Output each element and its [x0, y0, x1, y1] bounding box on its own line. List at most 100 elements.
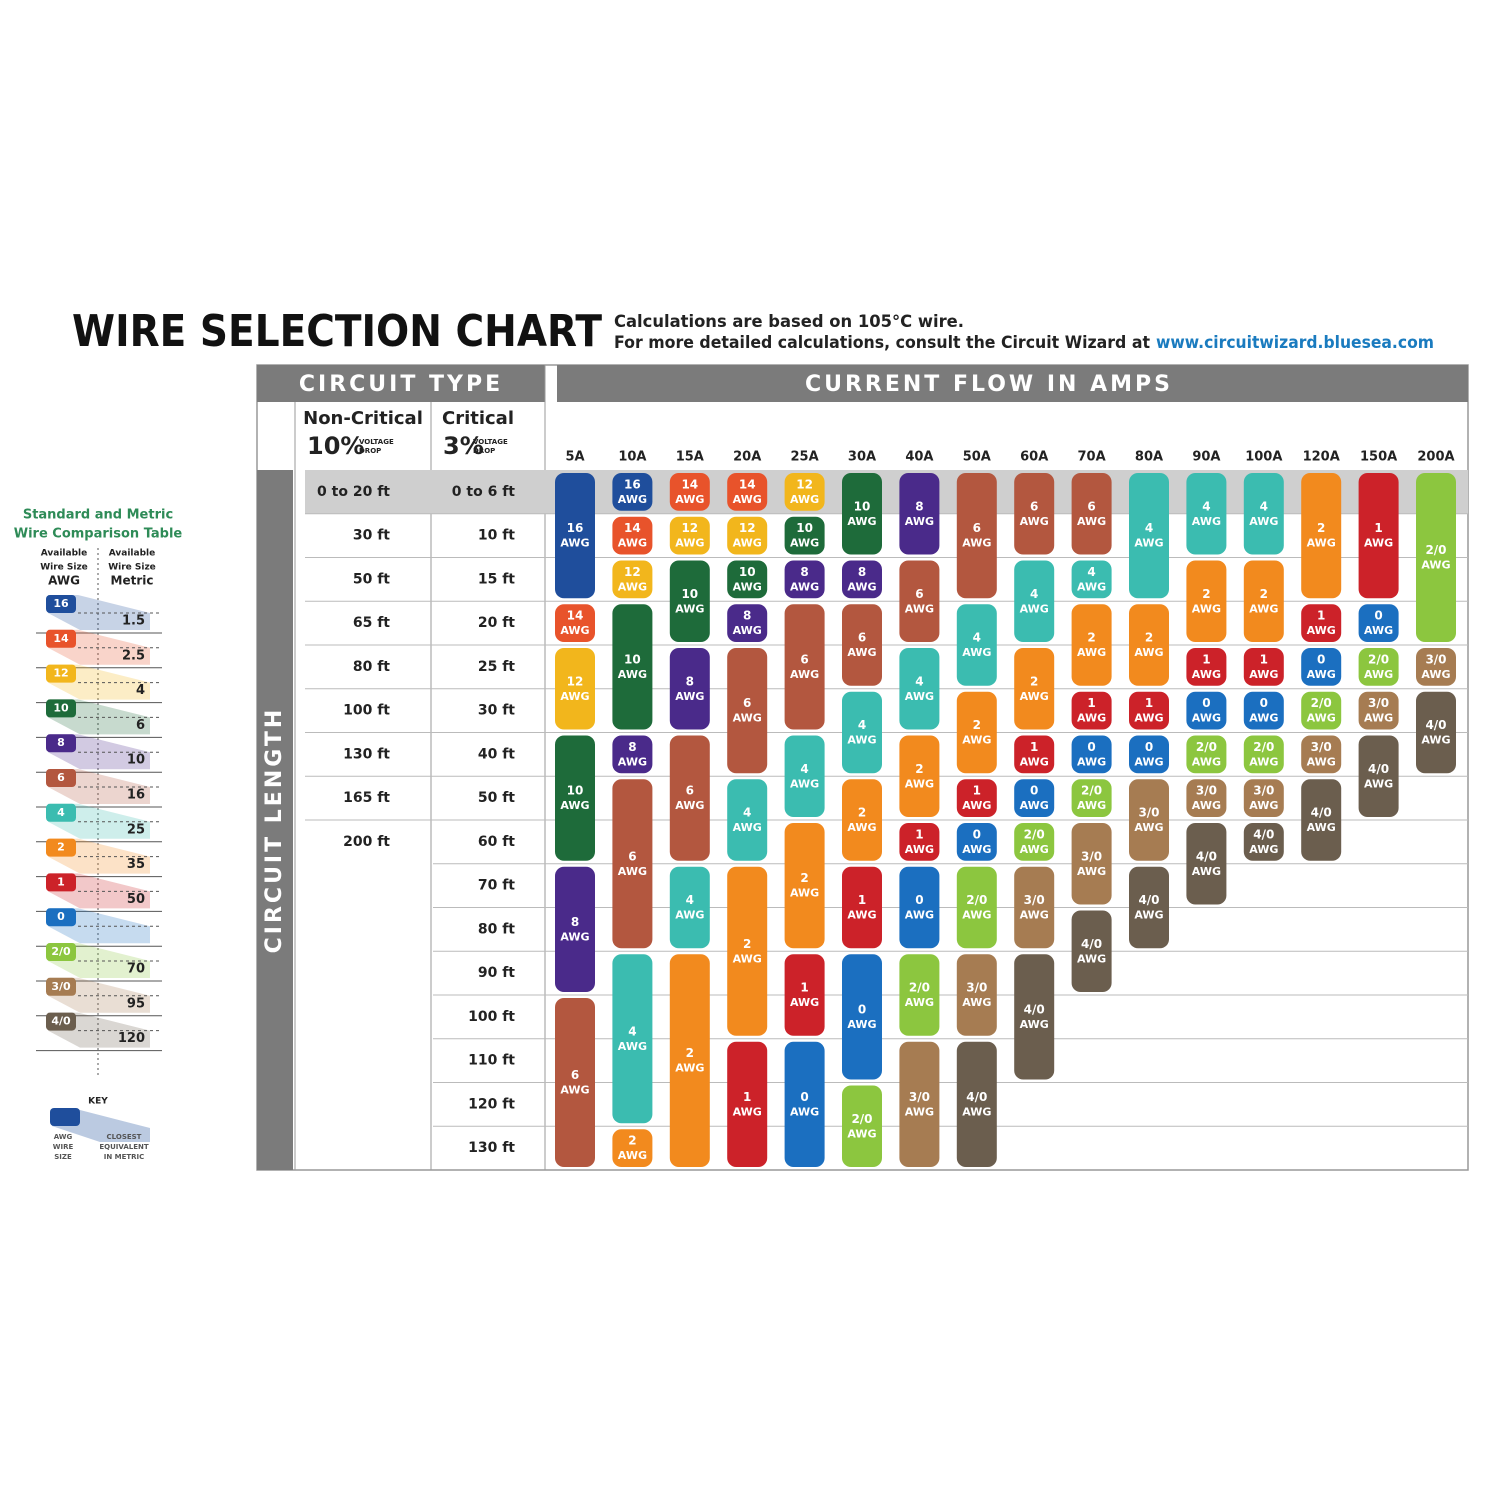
wire-unit: AWG: [1077, 580, 1106, 593]
wire-pill: [784, 516, 825, 555]
wire-segment: 2 AWG: [956, 691, 997, 774]
wire-size: 8: [743, 609, 751, 623]
wire-unit: AWG: [1020, 755, 1049, 768]
wire-pill: [784, 954, 825, 1036]
wire-unit: AWG: [962, 537, 991, 550]
wire-unit: AWG: [1134, 909, 1163, 922]
wire-pill: [1071, 560, 1112, 599]
wire-pill: [899, 560, 940, 642]
comparison-title: Wire Comparison Table: [14, 527, 183, 542]
wire-pill: [1014, 560, 1055, 642]
wire-size: 1: [915, 827, 923, 841]
wire-pill: [1129, 473, 1169, 599]
wire-pill: [1243, 473, 1284, 555]
wire-segment: 4 AWG: [669, 866, 710, 949]
wire-unit: AWG: [1020, 690, 1049, 703]
wire-segment: 12 AWG: [555, 648, 595, 730]
metric-label: 120: [118, 1031, 145, 1046]
drop-note: VOLTAGE: [359, 438, 394, 446]
wire-size: 10: [567, 784, 584, 798]
wire-unit: AWG: [1307, 821, 1336, 834]
wire-unit: AWG: [560, 930, 589, 943]
wire-pill: [1071, 691, 1112, 730]
amps-label: 90A: [1192, 450, 1220, 465]
wire-size: 4/0: [1253, 827, 1274, 841]
comparison-header: AWG: [48, 574, 80, 588]
wire-unit: AWG: [1421, 668, 1450, 681]
wire-pill: [669, 735, 710, 861]
wire-size: 0: [1202, 696, 1210, 710]
wire-segment: 12 AWG: [727, 516, 768, 555]
link: www.circuitwizard.bluesea.com: [1156, 333, 1434, 353]
wire-size: 2: [973, 718, 981, 732]
comparison-header: Available: [109, 549, 155, 559]
wire-pill: [612, 516, 653, 555]
wire-unit: AWG: [790, 777, 819, 790]
wire-pill: [956, 866, 997, 949]
key-text: EQUIVALENT: [99, 1143, 148, 1151]
wire-unit: AWG: [618, 755, 647, 768]
amps-label: 40A: [905, 450, 933, 465]
awg-label: 14: [53, 632, 69, 645]
wire-pill: [784, 560, 825, 599]
wire-pill: [956, 823, 997, 861]
wire-pill: [1186, 473, 1227, 555]
wire-unit: AWG: [1077, 515, 1106, 528]
amps-label: 50A: [963, 450, 991, 465]
wire-pill: [1301, 735, 1342, 774]
wire-segment: 10 AWG: [612, 604, 653, 730]
wire-unit: AWG: [675, 602, 704, 615]
wire-size: 2/0: [1425, 543, 1446, 557]
wire-pill: [1186, 823, 1227, 905]
wire-pill: [956, 473, 997, 599]
wire-pill: [1186, 779, 1227, 817]
wire-size: 8: [628, 740, 636, 754]
length-label: 30 ft: [478, 703, 515, 719]
length-label: 50 ft: [353, 571, 390, 587]
amps-label: 10A: [618, 450, 646, 465]
wire-size: 4: [686, 893, 694, 907]
wire-size: 4: [858, 718, 866, 732]
awg-label: 3/0: [51, 980, 71, 993]
wire-pill: [1416, 691, 1456, 774]
wire-pill: [1071, 473, 1112, 555]
wire-segment: 2 AWG: [784, 823, 825, 949]
wire-size: 6: [686, 784, 694, 798]
length-label: 0 to 6 ft: [452, 484, 516, 500]
wire-segment: 2 AWG: [669, 954, 710, 1167]
wire-unit: AWG: [1249, 602, 1278, 615]
wire-size: 6: [858, 631, 866, 645]
wire-unit: AWG: [618, 493, 647, 506]
wire-size: 14: [739, 477, 756, 491]
wire-size: 0: [858, 1002, 866, 1016]
key-title: KEY: [88, 1097, 108, 1107]
wire-pill: [727, 560, 768, 599]
wire-pill: [899, 866, 940, 949]
wire-unit: AWG: [847, 1127, 876, 1140]
wire-pill: [1014, 648, 1055, 730]
wire-segment: 4 AWG: [899, 648, 940, 730]
amps-label: 5A: [565, 450, 584, 465]
wire-unit: AWG: [560, 624, 589, 637]
wire-size: 14: [567, 609, 584, 623]
wire-size: 0: [1260, 696, 1268, 710]
metric-label: 4: [136, 683, 145, 698]
